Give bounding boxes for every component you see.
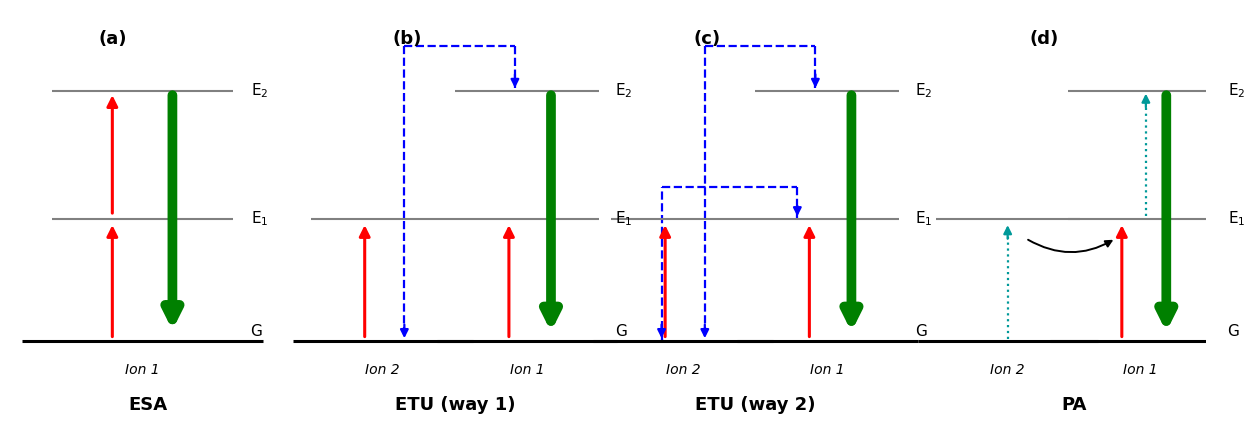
Text: Ion 2: Ion 2	[990, 363, 1025, 378]
Text: E$_1$: E$_1$	[250, 210, 268, 229]
Text: Ion 1: Ion 1	[1123, 363, 1157, 378]
Text: E$_2$: E$_2$	[615, 81, 632, 100]
Text: E$_2$: E$_2$	[250, 81, 268, 100]
Text: ETU (way 1): ETU (way 1)	[395, 396, 515, 413]
Text: ETU (way 2): ETU (way 2)	[695, 396, 815, 413]
Text: (c): (c)	[693, 30, 721, 48]
Text: E$_2$: E$_2$	[1228, 81, 1245, 100]
FancyArrowPatch shape	[1028, 240, 1112, 252]
Text: (b): (b)	[392, 30, 422, 48]
Text: Ion 1: Ion 1	[810, 363, 844, 378]
Text: E$_1$: E$_1$	[1228, 210, 1245, 229]
Text: PA: PA	[1061, 396, 1087, 413]
Text: Ion 1: Ion 1	[509, 363, 544, 378]
Text: (d): (d)	[1030, 30, 1058, 48]
Text: ESA: ESA	[128, 396, 168, 413]
Text: (a): (a)	[98, 30, 127, 48]
Text: Ion 1: Ion 1	[124, 363, 159, 378]
Text: E$_1$: E$_1$	[615, 210, 632, 229]
Text: Ion 2: Ion 2	[366, 363, 400, 378]
Text: Ion 2: Ion 2	[666, 363, 701, 378]
Text: E$_2$: E$_2$	[915, 81, 933, 100]
Text: G: G	[250, 325, 263, 339]
Text: G: G	[915, 325, 928, 339]
Text: E$_1$: E$_1$	[915, 210, 933, 229]
Text: G: G	[615, 325, 626, 339]
Text: G: G	[1228, 325, 1240, 339]
